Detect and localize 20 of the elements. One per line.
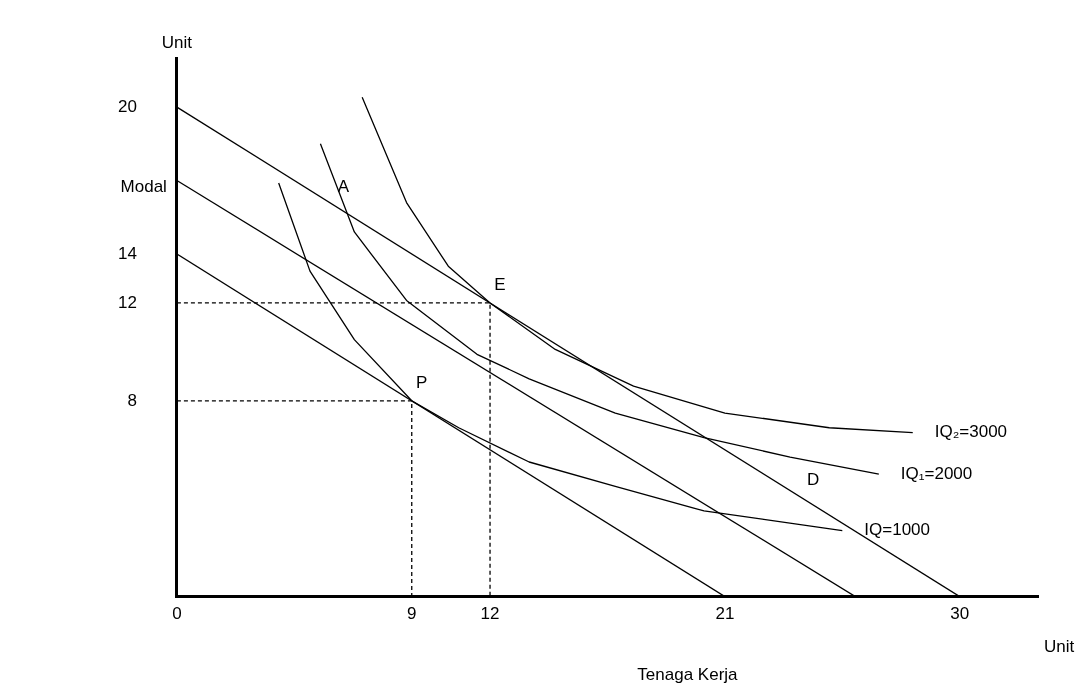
annotation: D xyxy=(807,470,820,490)
annotation: E xyxy=(494,274,506,294)
y-tick-label: 14 xyxy=(117,243,137,263)
x-tick-label: 12 xyxy=(480,604,500,624)
x-tick-label: 9 xyxy=(407,604,417,624)
x-tick-label: 0 xyxy=(172,604,182,624)
y-tick-label: 8 xyxy=(127,390,137,410)
text: Unit xyxy=(1044,637,1075,657)
y-axis-title: Modal xyxy=(120,177,167,197)
x-tick-label: 21 xyxy=(715,604,735,624)
annotation: P xyxy=(416,372,428,392)
text: Unit xyxy=(161,33,193,53)
x-axis-title: Tenaga Kerja xyxy=(637,665,739,685)
annotation: A xyxy=(337,176,350,196)
x-tick-label: 30 xyxy=(950,604,970,624)
series-label: IQ₁=2000 xyxy=(900,463,973,483)
series-label: IQ₂=3000 xyxy=(934,422,1008,442)
series-label: IQ=1000 xyxy=(864,520,930,540)
y-tick-label: 12 xyxy=(117,292,137,312)
y-tick-label: 20 xyxy=(117,96,137,116)
